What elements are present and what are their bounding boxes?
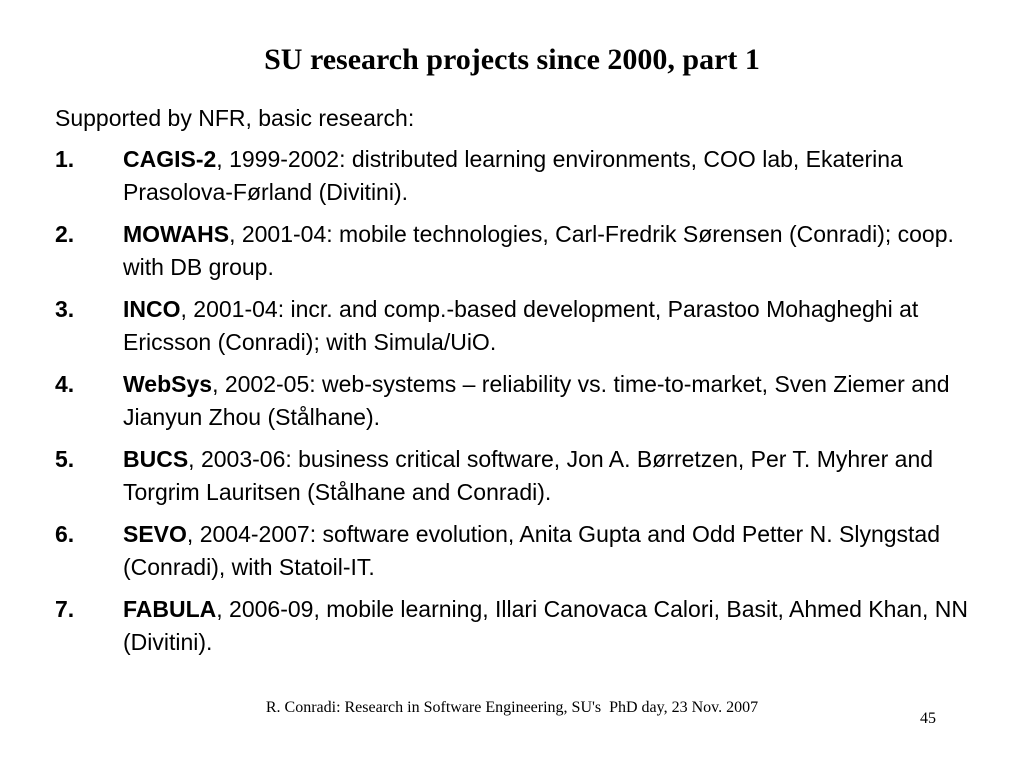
project-item: 4. WebSys, 2002-05: web-systems – reliabi… [55,368,995,433]
project-name: CAGIS-2 [123,146,217,172]
project-item: 5. BUCS, 2003-06: business critical softw… [55,443,995,508]
item-number: 4. [55,371,75,397]
item-number: 6. [55,521,75,547]
project-name: MOWAHS [123,221,230,247]
project-name: INCO [123,296,181,322]
item-number: 3. [55,296,75,322]
project-item: 7. FABULA, 2006-09, mobile learning, Illa… [55,593,995,658]
item-number: 1. [55,146,75,172]
item-number: 5. [55,446,75,472]
project-description: , 2003-06: business critical software, J… [123,446,934,505]
project-description: , 2002-05: web-systems – reliability vs.… [123,371,950,430]
project-description: , 2001-04: incr. and comp.-based develop… [123,296,919,355]
intro-text: Supported by NFR, basic research: [55,105,415,131]
project-item: 1. CAGIS-2, 1999-2002: distributed learni… [55,143,995,208]
project-name: BUCS [123,446,189,472]
slide-footer: R. Conradi: Research in Software Enginee… [265,699,759,716]
project-name: FABULA [123,596,217,622]
project-description: , 1999-2002: distributed learning enviro… [123,146,903,205]
project-item: 2. MOWAHS, 2001-04: mobile technologies, … [55,218,995,283]
project-list: 1. CAGIS-2, 1999-2002: distributed learni… [55,143,995,668]
page-number: 45 [920,710,936,727]
slide-title: SU research projects since 2000, part 1 [264,43,760,76]
project-description: , 2006-09, mobile learning, Illari Canov… [123,596,969,655]
project-name: WebSys [123,371,213,397]
project-description: , 2001-04: mobile technologies, Carl-Fre… [123,221,954,280]
item-number: 2. [55,221,75,247]
project-item: 3. INCO, 2001-04: incr. and comp.-based d… [55,293,995,358]
project-description: , 2004-2007: software evolution, Anita G… [123,521,941,580]
project-item: 6. SEVO, 2004-2007: software evolution, A… [55,518,995,583]
project-name: SEVO [123,521,187,547]
item-number: 7. [55,596,75,622]
